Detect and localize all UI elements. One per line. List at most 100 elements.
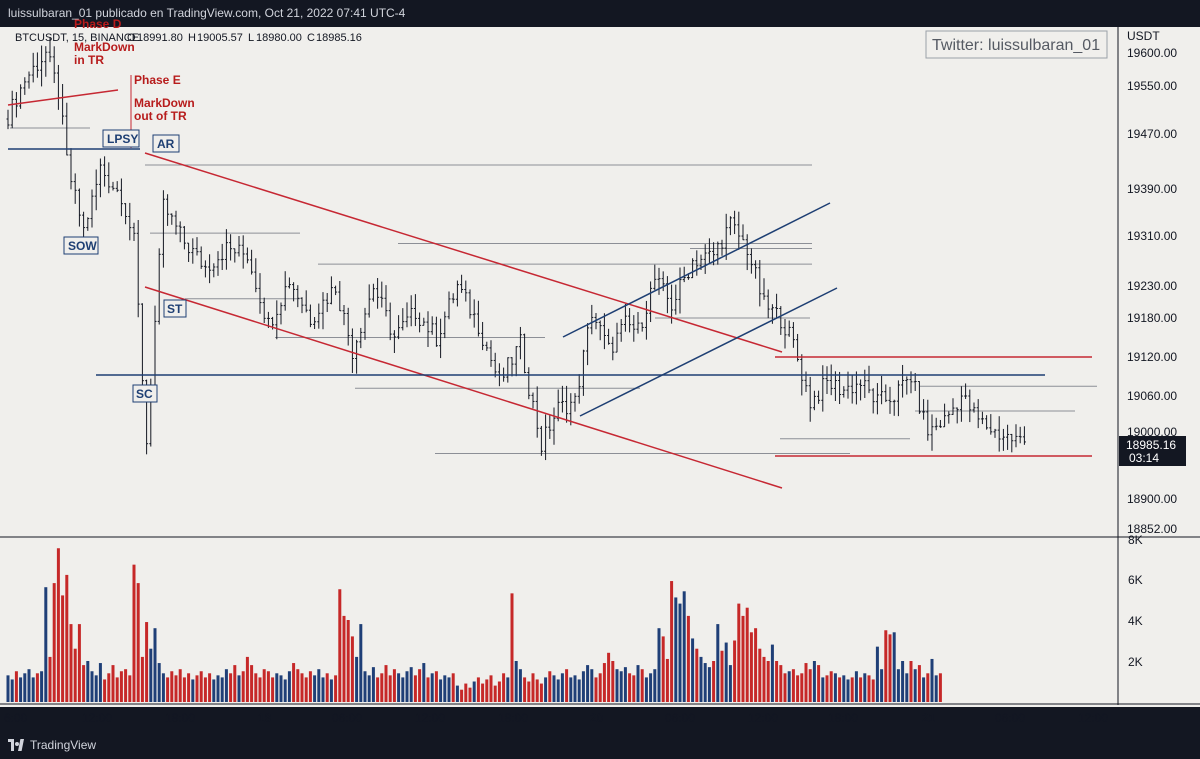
volume-bar <box>871 679 875 702</box>
volume-bar <box>577 679 581 702</box>
price-tick: 19180.00 <box>1127 311 1177 325</box>
volume-bar <box>779 665 783 702</box>
last-price-tag: 18985.16 03:14 <box>1119 436 1186 466</box>
volume-bar <box>695 648 699 702</box>
time-tick: 12:00 <box>415 711 445 725</box>
volume-bar <box>397 673 401 702</box>
volume-bar <box>107 673 111 702</box>
volume-bar <box>216 675 220 702</box>
volume-bar <box>279 675 283 702</box>
volume-tick: 4K <box>1128 614 1143 628</box>
volume-bar <box>833 673 837 702</box>
volume-bar <box>401 677 405 702</box>
trend-lines <box>7 75 1092 489</box>
volume-bar <box>514 661 518 702</box>
volume-bar <box>220 677 224 702</box>
volume-bar <box>65 574 69 702</box>
volume-bar <box>850 677 854 702</box>
label-sc: SC <box>136 387 153 401</box>
volume-bar <box>212 679 216 702</box>
volume-bar <box>313 675 317 702</box>
volume-bar <box>405 671 409 702</box>
volume-bar <box>754 628 758 702</box>
volume-bar <box>888 634 892 702</box>
volume-bar <box>838 677 842 702</box>
last-price-value: 18985.16 <box>1126 438 1176 452</box>
volume-bar <box>598 673 602 702</box>
volume-bar <box>716 624 720 702</box>
low-label: L <box>248 32 254 44</box>
volume-bar <box>10 679 14 702</box>
volume-bar <box>791 669 795 702</box>
symbol-name: BTCUSDT, 15, BINANCE <box>15 32 139 44</box>
volume-bar <box>775 661 779 702</box>
volume-bar <box>497 681 501 702</box>
volume-bar <box>262 669 266 702</box>
chart-area[interactable] <box>0 27 1120 707</box>
volume-bar <box>720 650 724 702</box>
volume-bar <box>439 679 443 702</box>
volume-bar <box>678 603 682 702</box>
phase-e-annotation: Phase E MarkDown out of TR <box>134 73 195 123</box>
volume-bar <box>518 669 522 702</box>
volume-bar <box>447 677 451 702</box>
volume-bar <box>174 675 178 702</box>
volume-bar <box>94 675 98 702</box>
volume-bar <box>686 615 690 702</box>
volume-bar <box>523 677 527 702</box>
volume-bar <box>300 673 304 702</box>
volume-bar <box>250 665 254 702</box>
volume-bar <box>481 683 485 702</box>
low-value: 18980.00 <box>256 32 302 44</box>
volume-bar <box>392 669 396 702</box>
volume-bar <box>426 677 430 702</box>
publisher-text: luissulbaran_01 publicado en TradingView… <box>8 6 406 20</box>
volume-bar <box>149 648 153 702</box>
volume-bar <box>430 673 434 702</box>
price-tick: 19120.00 <box>1127 350 1177 364</box>
label-lpsy: LPSY <box>107 132 138 146</box>
volume-bar <box>350 636 354 702</box>
volume-bar <box>762 656 766 702</box>
price-tick: 19600.00 <box>1127 46 1177 60</box>
volume-bar <box>733 640 737 702</box>
volume-bar <box>510 593 514 702</box>
volume-bar <box>741 615 745 702</box>
price-tick: 18852.00 <box>1127 522 1177 536</box>
volume-bar <box>31 677 35 702</box>
volume-bar <box>418 669 422 702</box>
volume-bar <box>464 683 468 702</box>
volume-bar <box>115 677 119 702</box>
price-axis-area[interactable] <box>1120 27 1200 707</box>
volume-bar <box>632 675 636 702</box>
volume-bar <box>812 661 816 702</box>
volume-bar <box>691 638 695 702</box>
volume-bar <box>208 673 212 702</box>
volume-bar <box>476 677 480 702</box>
volume-bar <box>124 669 128 702</box>
volume-bar <box>413 675 417 702</box>
volume-bar <box>266 671 270 702</box>
tradingview-logo[interactable]: TradingView <box>8 738 96 752</box>
volume-bar <box>409 667 413 702</box>
time-tick: 06:00 <box>995 711 1025 725</box>
volume-bar <box>191 679 195 702</box>
volume-bar <box>98 663 102 702</box>
volume-bar <box>892 632 896 702</box>
volume-bar <box>905 673 909 702</box>
watermark-text: Twitter: luissulbaran_01 <box>932 37 1100 54</box>
volume-bar <box>434 671 438 702</box>
volume-bar <box>749 632 753 702</box>
volume-bar <box>229 673 233 702</box>
volume-bar <box>699 656 703 702</box>
volume-bar <box>560 673 564 702</box>
volume-bar <box>901 661 905 702</box>
volume-bar <box>271 677 275 702</box>
volume-bar <box>14 671 18 702</box>
horizontal-levels <box>10 127 1097 454</box>
volume-bar <box>556 679 560 702</box>
volume-bar <box>73 648 77 702</box>
volume-bar <box>867 675 871 702</box>
volume-bar <box>292 663 296 702</box>
